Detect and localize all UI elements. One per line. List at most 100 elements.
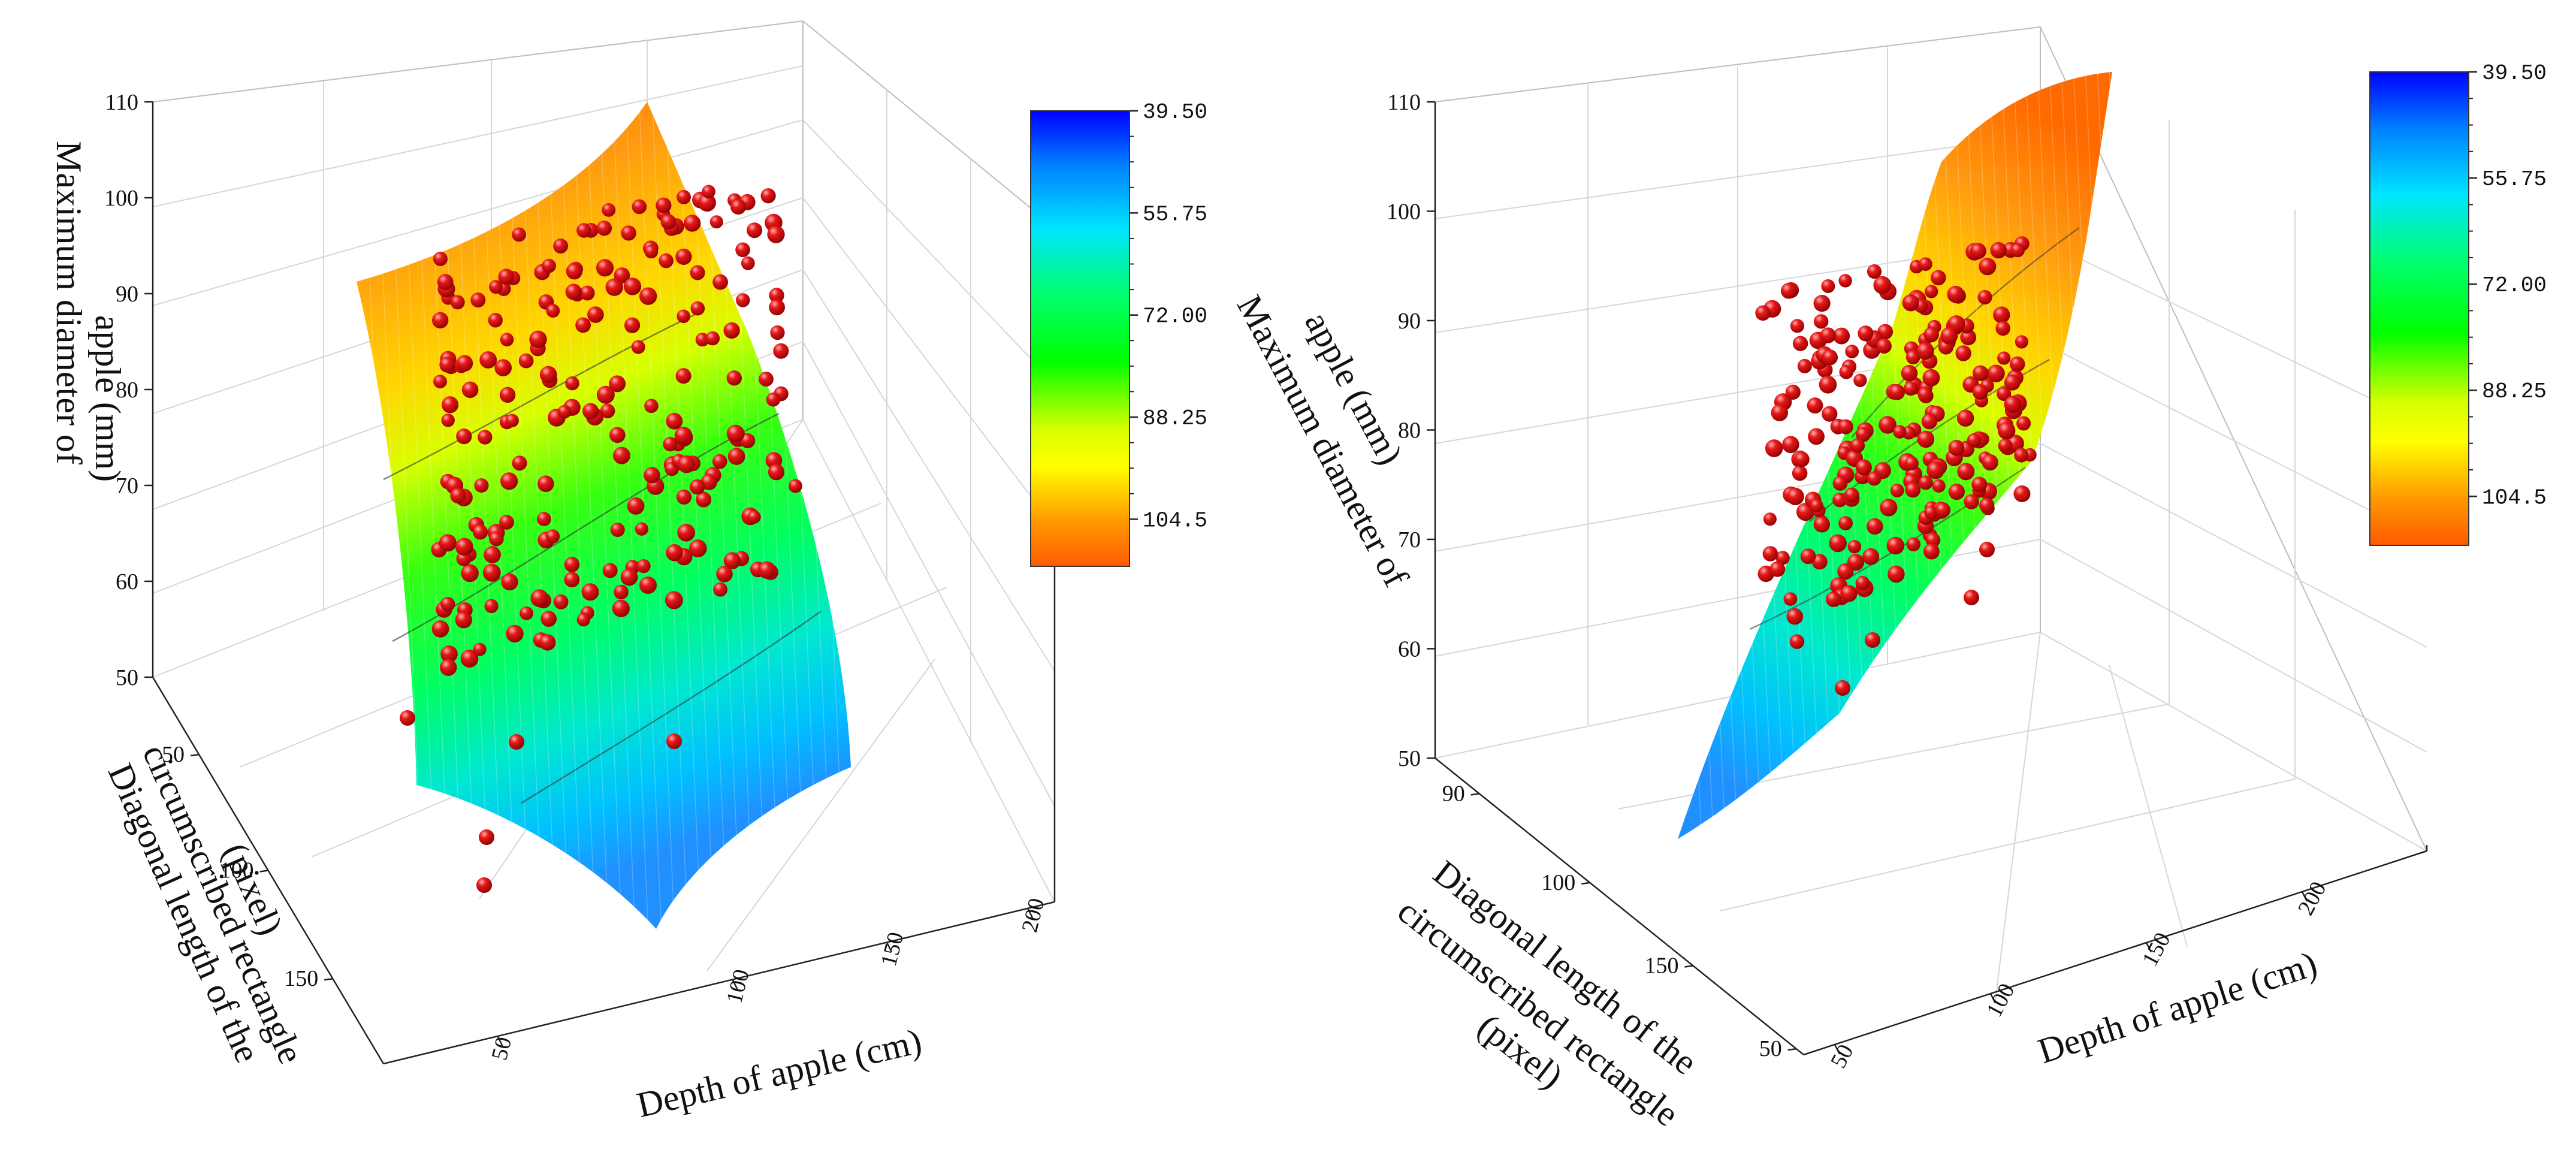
right-colorbar: 39.50 55.75 72.00 88.25 104.5 bbox=[2369, 61, 2547, 546]
data-point bbox=[1873, 276, 1892, 294]
y-tick-mark bbox=[1581, 882, 1590, 885]
data-point bbox=[456, 355, 473, 372]
data-point bbox=[582, 403, 599, 419]
data-point bbox=[1813, 295, 1831, 312]
x-tick-mark bbox=[2301, 891, 2308, 902]
y-tick-label: 150 bbox=[284, 966, 318, 991]
data-point bbox=[1810, 499, 1823, 512]
y-tick-label: 90 bbox=[1442, 781, 1465, 806]
data-point bbox=[1819, 376, 1837, 394]
data-point bbox=[1977, 289, 1992, 305]
data-point bbox=[1993, 306, 2010, 324]
data-point bbox=[690, 265, 705, 280]
data-point bbox=[712, 454, 727, 469]
data-point bbox=[1960, 329, 1977, 346]
data-point bbox=[1800, 548, 1816, 565]
data-point bbox=[677, 455, 696, 473]
left-x-label: Depth of apple (cm) bbox=[633, 1021, 925, 1125]
data-point bbox=[596, 221, 612, 236]
data-point bbox=[1917, 430, 1935, 448]
data-point bbox=[1808, 428, 1825, 445]
data-point bbox=[605, 278, 623, 296]
data-point bbox=[2004, 374, 2021, 391]
data-point bbox=[656, 197, 672, 213]
colorbar-tick-label: 104.5 bbox=[1143, 508, 1207, 533]
surface-mesh-line bbox=[849, 102, 851, 929]
data-point bbox=[612, 599, 630, 617]
data-point bbox=[1855, 459, 1872, 476]
data-point bbox=[506, 624, 524, 643]
data-point bbox=[1905, 482, 1921, 498]
data-point bbox=[1997, 351, 2011, 365]
data-point bbox=[576, 223, 591, 238]
data-point bbox=[773, 343, 789, 359]
left-surface bbox=[357, 102, 851, 929]
data-point bbox=[1840, 585, 1858, 602]
data-point bbox=[2015, 335, 2028, 349]
surface-mesh-line bbox=[559, 102, 596, 929]
z-tick-label: 110 bbox=[1387, 90, 1421, 115]
data-point bbox=[1775, 551, 1790, 565]
y-tick-mark bbox=[1470, 793, 1479, 796]
data-point bbox=[675, 248, 692, 265]
data-point bbox=[1769, 561, 1786, 577]
data-point bbox=[614, 584, 629, 600]
data-point bbox=[1790, 319, 1804, 333]
left-chart: 50 60 70 80 90 100 110 150 100 50 200 150 100 50 Ma… bbox=[49, 20, 1207, 1125]
y-tick-mark bbox=[259, 870, 268, 873]
data-point bbox=[621, 225, 636, 241]
colorbar-tick-label: 55.75 bbox=[1143, 202, 1207, 227]
z-tick-label: 90 bbox=[116, 282, 138, 307]
data-point bbox=[442, 396, 459, 413]
data-point bbox=[1906, 537, 1920, 551]
data-point bbox=[612, 446, 630, 464]
left-y-ticks: 150 100 50 bbox=[162, 742, 333, 991]
data-point bbox=[437, 274, 454, 290]
data-point bbox=[1838, 419, 1853, 434]
data-point bbox=[627, 497, 645, 515]
data-point bbox=[484, 546, 501, 563]
data-point bbox=[1886, 536, 1905, 555]
surface-mesh-line bbox=[651, 102, 688, 929]
data-point bbox=[631, 340, 645, 354]
data-point bbox=[557, 405, 572, 419]
x-tick-mark bbox=[1989, 993, 1997, 1004]
data-point bbox=[677, 190, 691, 204]
data-point bbox=[1947, 285, 1965, 303]
data-point bbox=[1979, 497, 1995, 513]
data-point bbox=[741, 256, 755, 270]
colorbar-tick-label: 72.00 bbox=[1143, 304, 1207, 329]
data-point bbox=[564, 572, 580, 588]
data-point bbox=[1917, 387, 1933, 402]
y-tick-label: 100 bbox=[1541, 870, 1575, 895]
data-point bbox=[461, 564, 479, 582]
data-point bbox=[690, 301, 705, 316]
data-point bbox=[705, 331, 720, 346]
data-point bbox=[575, 317, 591, 333]
data-point bbox=[663, 437, 678, 452]
data-point bbox=[766, 392, 781, 407]
data-point bbox=[476, 877, 492, 893]
surface-mesh-line bbox=[533, 102, 570, 929]
data-point bbox=[1792, 465, 1808, 481]
data-point bbox=[1880, 499, 1898, 517]
data-point bbox=[632, 199, 647, 215]
colorbar-tick-label: 39.50 bbox=[2482, 61, 2547, 86]
data-point bbox=[565, 283, 582, 300]
data-point bbox=[479, 829, 494, 845]
data-point bbox=[2009, 356, 2025, 372]
data-point bbox=[2010, 243, 2025, 258]
data-point bbox=[1904, 456, 1919, 470]
data-point bbox=[1845, 345, 1859, 358]
right-z-ticks: 50 60 70 80 90 100 110 bbox=[1387, 90, 1435, 771]
data-point bbox=[1785, 384, 1801, 400]
data-point bbox=[1847, 540, 1862, 554]
data-point bbox=[1890, 484, 1904, 497]
data-point bbox=[1763, 512, 1777, 526]
z-tick-label: 110 bbox=[105, 90, 138, 115]
data-point bbox=[450, 295, 465, 310]
data-point bbox=[644, 467, 660, 484]
data-point bbox=[677, 524, 695, 542]
data-point bbox=[473, 642, 487, 656]
